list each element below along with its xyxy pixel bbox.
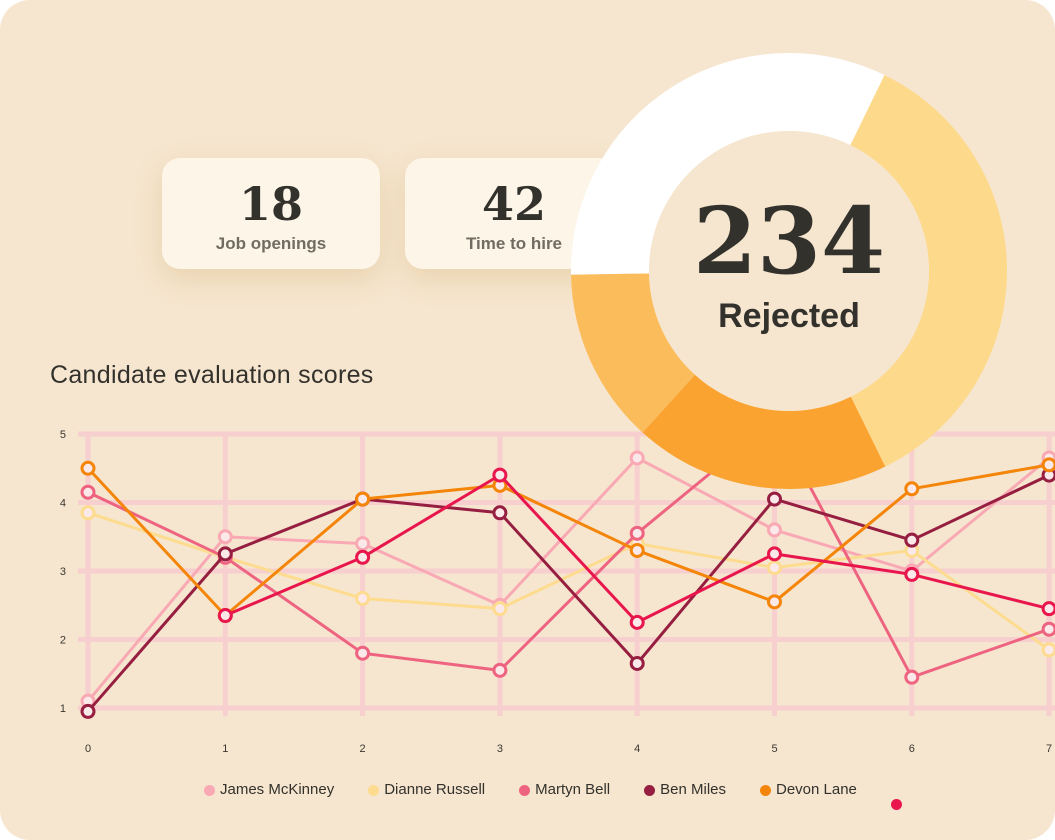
legend-item[interactable]: James McKinney: [204, 780, 334, 800]
rejected-count: 234: [692, 187, 886, 295]
kpi-card-job-openings[interactable]: 18 Job openings: [162, 158, 380, 269]
data-point[interactable]: [1041, 601, 1055, 617]
series-5: [217, 467, 1055, 630]
chart-legend: James McKinney Dianne Russell Martyn Bell B…: [204, 780, 941, 810]
data-point[interactable]: [1041, 642, 1055, 658]
donut-center: 234 Rejected: [650, 186, 928, 408]
series-line: [86, 463, 1050, 618]
legend-label: James McKinney: [220, 781, 335, 798]
data-point[interactable]: [629, 450, 645, 466]
legend-label: Devon Lane: [776, 781, 857, 798]
x-tick-label: 1: [222, 743, 228, 755]
data-point[interactable]: [629, 614, 645, 630]
data-point[interactable]: [80, 505, 96, 521]
x-tick-label: 4: [634, 743, 640, 755]
data-point[interactable]: [629, 655, 645, 671]
data-point[interactable]: [80, 703, 96, 719]
legend-dot-icon: [890, 799, 902, 810]
y-tick-label: 5: [60, 429, 66, 441]
y-tick-label: 4: [60, 498, 66, 510]
data-point[interactable]: [767, 560, 782, 576]
x-tick-label: 2: [360, 743, 366, 755]
data-point[interactable]: [355, 491, 371, 507]
series-3: [80, 467, 1055, 719]
data-point[interactable]: [80, 484, 96, 500]
x-tick-label: 0: [85, 743, 91, 755]
data-point[interactable]: [217, 608, 233, 624]
series-line: [86, 456, 1051, 703]
data-point[interactable]: [492, 601, 508, 617]
donut-segment[interactable]: [571, 273, 695, 433]
x-tick-label: 7: [1046, 743, 1052, 755]
legend-dot-icon: [644, 785, 656, 796]
chart-title: Candidate evaluation scores: [50, 361, 374, 389]
data-point[interactable]: [904, 669, 920, 685]
kpi-value: 42: [481, 177, 546, 231]
series-line: [86, 473, 1050, 713]
legend-dot-icon: [368, 785, 380, 796]
data-point[interactable]: [355, 590, 371, 606]
donut-segment[interactable]: [571, 52, 885, 275]
donut-hole: [649, 131, 929, 411]
data-point[interactable]: [80, 460, 96, 476]
series-4: [80, 457, 1055, 624]
legend-item[interactable]: Dianne Russell: [368, 780, 485, 800]
legend-label: Dianne Russell: [384, 781, 486, 798]
data-point[interactable]: [1041, 457, 1055, 473]
legend-item[interactable]: Devon Lane: [760, 780, 857, 800]
series-2: [80, 412, 1055, 685]
donut-segment[interactable]: [642, 374, 886, 489]
data-point[interactable]: [629, 525, 645, 541]
legend-dot-icon: [204, 785, 215, 796]
legend-item[interactable]: Ben Miles: [644, 780, 726, 800]
legend-label: Ben Miles: [660, 781, 726, 798]
legend-dot-icon: [519, 785, 531, 796]
y-tick-label: 3: [60, 566, 66, 578]
legend-label: Martyn Bell: [535, 781, 611, 798]
y-tick-label: 2: [60, 635, 66, 647]
data-point[interactable]: [217, 529, 233, 545]
data-point[interactable]: [904, 532, 920, 548]
data-point[interactable]: [492, 467, 508, 483]
data-point[interactable]: [767, 522, 782, 538]
data-point[interactable]: [904, 481, 920, 497]
data-point[interactable]: [629, 542, 645, 558]
data-point[interactable]: [492, 662, 508, 678]
legend-item[interactable]: Martyn Bell: [519, 780, 610, 800]
data-point[interactable]: [355, 645, 371, 661]
y-tick-label: 1: [60, 703, 66, 715]
rejected-label: Rejected: [718, 297, 860, 335]
data-point[interactable]: [492, 505, 508, 521]
data-point[interactable]: [355, 536, 371, 552]
data-point[interactable]: [1041, 621, 1055, 637]
series-line: [87, 418, 1050, 679]
data-point[interactable]: [355, 549, 371, 565]
x-tick-label: 6: [909, 743, 915, 755]
x-tick-label: 5: [771, 743, 777, 755]
legend-dot-icon: [760, 785, 771, 796]
kpi-value: 18: [238, 177, 303, 231]
data-point[interactable]: [767, 491, 782, 507]
kpi-label: Job openings: [215, 234, 327, 253]
donut-segment[interactable]: [850, 75, 1007, 467]
data-point[interactable]: [767, 594, 782, 610]
data-point[interactable]: [217, 546, 233, 562]
x-tick-label: 3: [497, 743, 503, 755]
data-point[interactable]: [767, 546, 782, 562]
data-point[interactable]: [904, 566, 920, 582]
series-line: [87, 511, 1050, 651]
kpi-label: Time to hire: [465, 234, 563, 253]
